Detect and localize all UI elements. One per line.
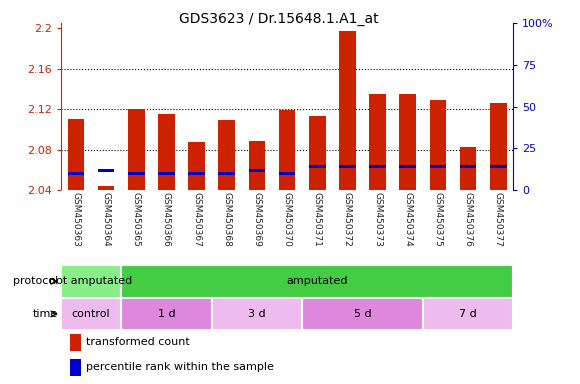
Bar [212, 298, 302, 330]
Text: GSM450372: GSM450372 [343, 192, 352, 247]
Bar [128, 109, 144, 190]
Bar [279, 172, 295, 175]
Bar [158, 114, 175, 190]
Bar [400, 165, 416, 168]
Bar [188, 142, 205, 190]
Bar [128, 172, 144, 175]
Text: 5 d: 5 d [354, 309, 371, 319]
Text: GDS3623 / Dr.15648.1.A1_at: GDS3623 / Dr.15648.1.A1_at [179, 12, 378, 25]
Bar [423, 298, 513, 330]
Text: GSM450373: GSM450373 [373, 192, 382, 247]
Bar [61, 265, 121, 298]
Bar [430, 100, 446, 190]
Bar [490, 165, 506, 168]
Bar [219, 172, 235, 175]
Text: GSM450375: GSM450375 [433, 192, 443, 247]
Text: not amputated: not amputated [49, 276, 133, 286]
Bar [188, 172, 205, 175]
Bar [121, 265, 513, 298]
Bar [369, 165, 386, 168]
Text: transformed count: transformed count [86, 338, 190, 348]
Text: GSM450364: GSM450364 [102, 192, 111, 247]
Bar [70, 334, 81, 351]
Bar [70, 359, 81, 376]
Bar [158, 172, 175, 175]
Text: 3 d: 3 d [248, 309, 266, 319]
Text: GSM450370: GSM450370 [282, 192, 292, 247]
Bar [302, 298, 423, 330]
Bar [339, 31, 356, 190]
Bar [98, 186, 114, 190]
Bar [400, 94, 416, 190]
Bar [460, 165, 476, 168]
Bar [460, 147, 476, 190]
Bar [369, 94, 386, 190]
Bar [249, 169, 265, 172]
Bar [68, 119, 84, 190]
Text: GSM450369: GSM450369 [252, 192, 262, 247]
Bar [430, 165, 446, 168]
Text: 7 d: 7 d [459, 309, 477, 319]
Bar [249, 141, 265, 190]
Text: GSM450363: GSM450363 [71, 192, 81, 247]
Bar [309, 165, 325, 168]
Bar [68, 172, 84, 175]
Text: percentile rank within the sample: percentile rank within the sample [86, 362, 274, 372]
Text: GSM450376: GSM450376 [463, 192, 473, 247]
Text: control: control [72, 309, 110, 319]
Text: amputated: amputated [287, 276, 348, 286]
Bar [490, 103, 506, 190]
Text: protocol: protocol [13, 276, 58, 286]
Text: GSM450365: GSM450365 [132, 192, 141, 247]
Text: time: time [32, 309, 58, 319]
Text: GSM450371: GSM450371 [313, 192, 322, 247]
Text: 1 d: 1 d [158, 309, 175, 319]
Bar [61, 298, 121, 330]
Bar [121, 298, 212, 330]
Text: GSM450366: GSM450366 [162, 192, 171, 247]
Bar [339, 165, 356, 168]
Bar [309, 116, 325, 190]
Text: GSM450374: GSM450374 [403, 192, 412, 247]
Text: GSM450367: GSM450367 [192, 192, 201, 247]
Bar [279, 110, 295, 190]
Bar [219, 120, 235, 190]
Text: GSM450377: GSM450377 [494, 192, 503, 247]
Bar [98, 169, 114, 172]
Text: GSM450368: GSM450368 [222, 192, 231, 247]
